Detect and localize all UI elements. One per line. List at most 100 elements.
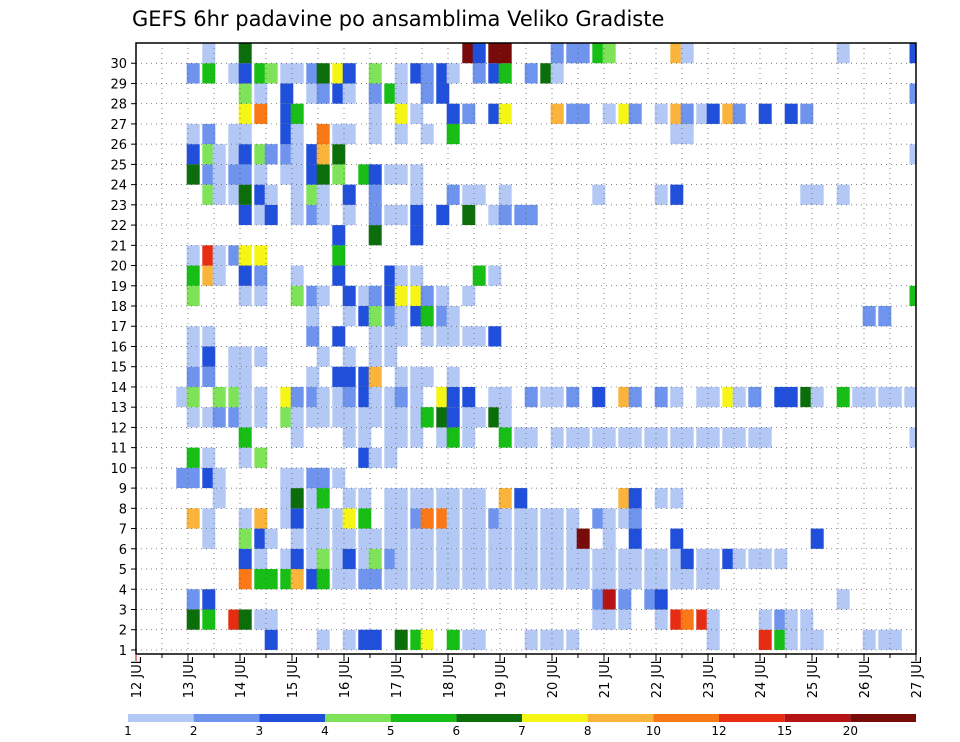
precip-cell — [238, 548, 252, 570]
precip-cell — [306, 164, 320, 185]
precip-cell — [228, 407, 242, 428]
precip-cell — [644, 569, 658, 590]
precip-cell — [368, 204, 382, 226]
precip-cell — [342, 548, 356, 570]
precip-cell — [784, 609, 798, 630]
precip-cell — [488, 326, 502, 347]
precip-cell — [576, 528, 590, 549]
precip-cell — [394, 285, 408, 307]
precip-cell — [342, 508, 356, 529]
precip-cell — [186, 123, 200, 145]
precip-cell — [342, 386, 356, 408]
precip-cell — [472, 63, 486, 84]
precip-cell — [462, 285, 476, 307]
precip-cell — [280, 123, 294, 145]
precip-cell — [368, 103, 382, 124]
precip-cell — [410, 407, 424, 428]
precip-cell — [670, 609, 684, 630]
precip-cell — [628, 427, 642, 448]
precip-cell — [488, 548, 502, 570]
precip-cell — [306, 326, 320, 347]
y-tick-label: 10 — [110, 462, 127, 477]
precip-cell — [488, 63, 502, 84]
precip-cell — [280, 103, 294, 124]
precip-cell — [514, 508, 528, 529]
precip-cell — [618, 609, 632, 630]
y-tick-label: 16 — [110, 340, 127, 355]
x-axis: 12 JUL 13 JUL 14 JUL 15 JUL 16 JUL 17 JUL 18 J… — [130, 654, 925, 698]
precip-cell — [524, 427, 538, 448]
precip-cell — [862, 386, 876, 408]
precip-cell — [592, 386, 606, 408]
precip-cell — [280, 467, 294, 489]
precip-cell — [680, 548, 694, 570]
precip-cell — [186, 386, 200, 408]
precip-cell — [280, 407, 294, 428]
precip-cell — [446, 548, 460, 570]
precip-cell — [368, 184, 382, 205]
precip-cell — [410, 508, 424, 529]
precip-cell — [290, 569, 304, 590]
precip-cell — [514, 569, 528, 590]
precip-cell — [228, 63, 242, 84]
precip-cell — [800, 386, 814, 408]
precip-cell — [644, 589, 658, 610]
precip-cell — [202, 346, 216, 367]
y-tick-label: 18 — [110, 300, 127, 315]
precip-cell — [654, 609, 668, 630]
precip-cell — [264, 528, 278, 549]
precip-cell — [774, 629, 788, 650]
precip-cell — [394, 265, 408, 286]
precip-cell — [472, 569, 486, 590]
colorbar-label: 20 — [843, 724, 858, 738]
precip-cell — [680, 43, 694, 64]
precip-cell — [368, 123, 382, 145]
precip-cell — [774, 548, 788, 570]
precip-cell — [722, 386, 736, 408]
precip-cell — [550, 386, 564, 408]
precip-cell — [238, 184, 252, 205]
precip-cell — [358, 407, 372, 428]
precip-cell — [264, 629, 278, 650]
precip-cell — [540, 508, 554, 529]
precip-cell — [264, 63, 278, 84]
precip-cell — [670, 103, 684, 124]
precip-cell — [342, 346, 356, 367]
precip-cell — [254, 528, 268, 549]
precip-cell — [420, 569, 434, 590]
precip-cell — [878, 386, 892, 408]
precip-cell — [368, 164, 382, 185]
precip-cell — [722, 103, 736, 124]
precip-cell — [316, 285, 330, 307]
precip-cell — [358, 569, 372, 590]
precip-cell — [446, 629, 460, 650]
precip-cell — [254, 103, 268, 124]
precip-cell — [254, 204, 268, 226]
precip-cell — [410, 629, 424, 650]
precip-cell — [332, 569, 346, 590]
precip-cell — [732, 427, 746, 448]
y-tick-label: 20 — [110, 260, 127, 275]
precip-cell — [800, 103, 814, 124]
precip-cell — [446, 528, 460, 549]
precip-cell — [342, 569, 356, 590]
precip-cell — [472, 548, 486, 570]
precip-cell — [618, 589, 632, 610]
precip-cell — [228, 245, 242, 266]
precip-cell — [212, 467, 226, 489]
precip-cell — [238, 528, 252, 549]
precip-cell — [306, 144, 320, 165]
precip-cell — [410, 225, 424, 246]
precip-cell — [498, 386, 512, 408]
precip-cell — [332, 144, 346, 165]
precip-cell — [540, 528, 554, 549]
precip-cell — [488, 407, 502, 428]
precip-cell — [514, 204, 528, 226]
precip-cell — [394, 123, 408, 145]
precip-cell — [654, 386, 668, 408]
precip-cell — [550, 103, 564, 124]
precip-cell — [446, 306, 460, 327]
y-tick-label: 21 — [110, 239, 127, 254]
precip-cell — [810, 386, 824, 408]
precip-cell — [394, 407, 408, 428]
